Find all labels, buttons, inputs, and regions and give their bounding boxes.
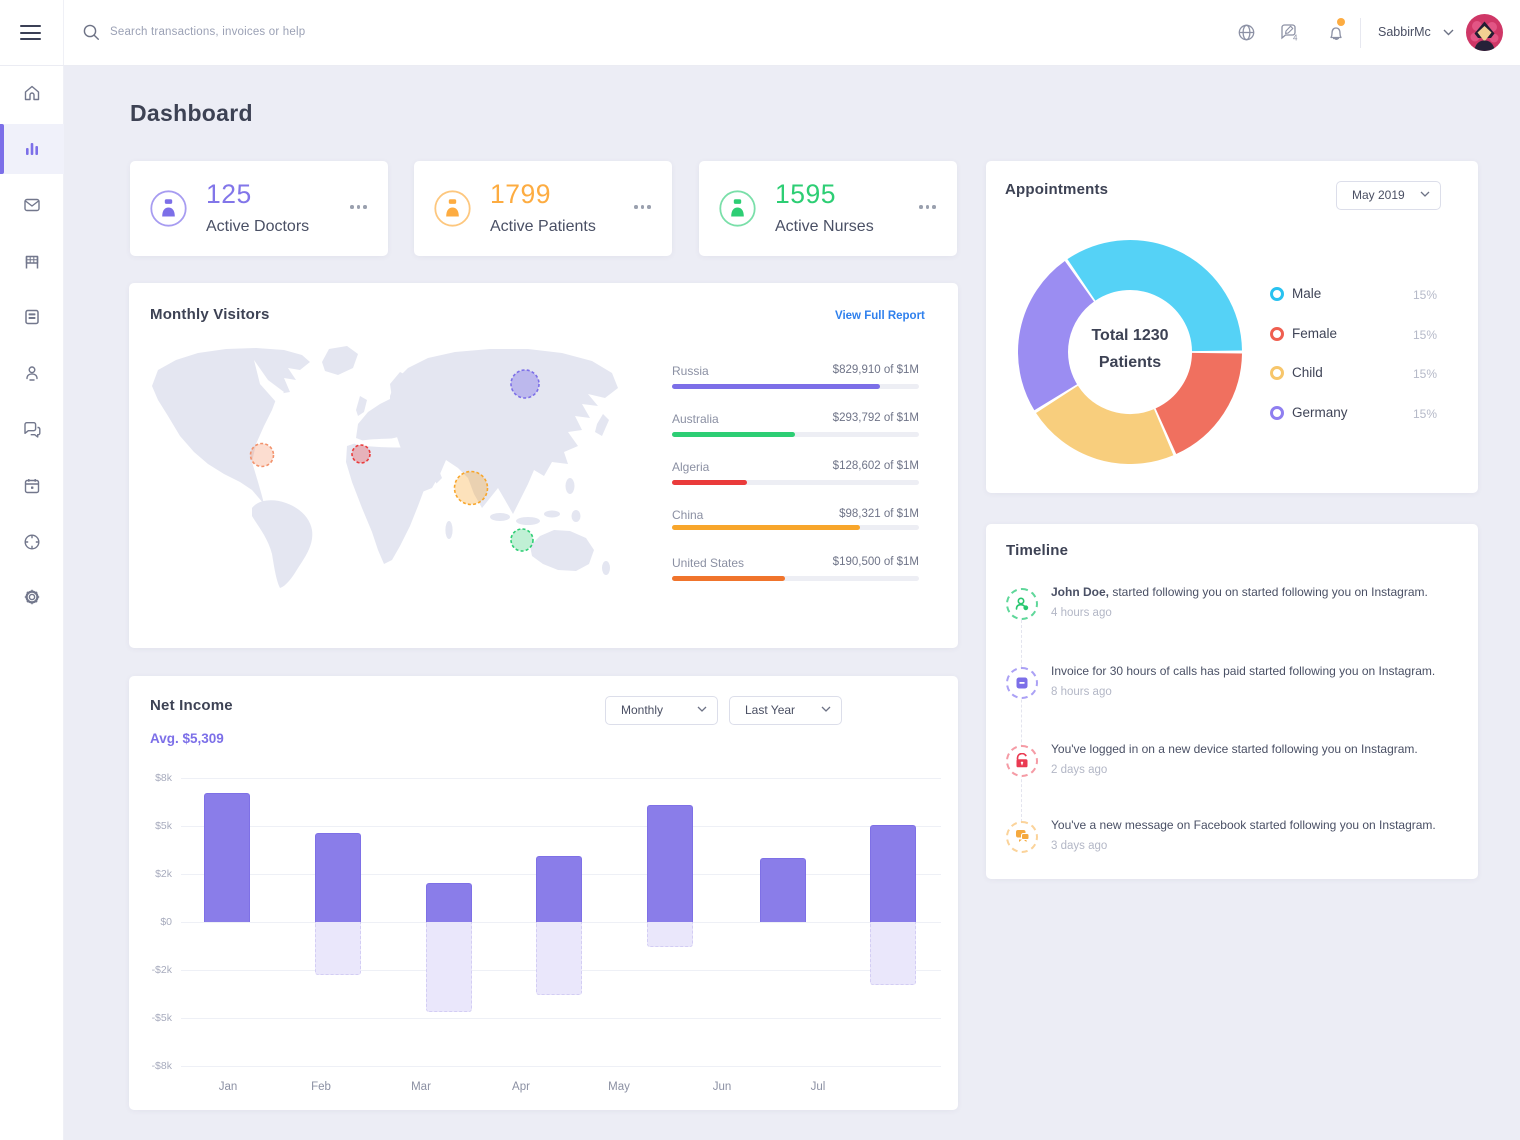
svg-text:Total 1230: Total 1230	[1091, 327, 1168, 344]
svg-text:4: 4	[1293, 34, 1298, 43]
svg-text:Patients: Patients	[1099, 354, 1161, 371]
